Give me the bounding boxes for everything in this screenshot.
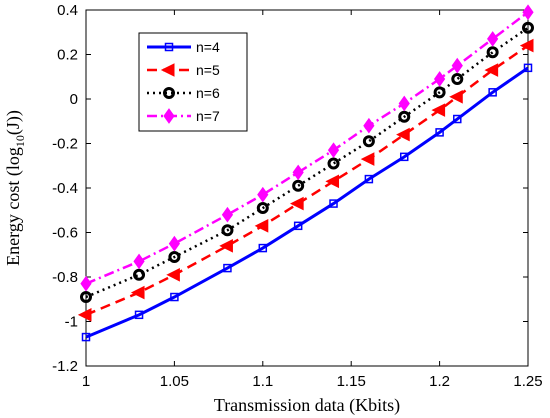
data-point [399,152,409,162]
legend: n=4 n=5 n=6 n=7 [138,32,248,132]
data-point [133,253,145,270]
data-point [451,57,463,74]
x-axis-label: Transmission data (Kbits) [214,395,400,416]
data-point [223,263,232,273]
series-layer [77,4,534,342]
data-point [329,199,338,208]
data-point [166,267,180,282]
y-tick-label: -0.4 [52,180,78,197]
series-n=6 [80,21,534,304]
y-tick-label: -0.2 [52,136,78,153]
data-point [364,174,374,184]
legend-box [138,32,248,132]
data-point [449,89,463,104]
data-point [134,310,144,320]
data-point [523,63,533,73]
data-point [325,174,340,189]
y-tick-label: -1 [65,314,78,331]
data-point [221,206,234,223]
x-tick-label: 1 [82,373,90,390]
data-point [254,219,269,233]
x-tick-label: 1.15 [337,373,366,390]
data-point [398,95,410,112]
data-point [256,202,269,215]
data-point [168,235,181,252]
data-point [435,128,444,137]
data-point [484,63,499,77]
data-point [486,46,499,59]
data-point [258,243,268,253]
y-axis-label-subscript: 10 [13,135,27,147]
y-tick-label: 0.2 [57,47,78,64]
y-axis-label-prefix: Energy cost (log [3,147,24,266]
data-point [519,38,534,53]
data-point [453,114,462,124]
data-point [133,268,146,281]
data-point [433,86,446,99]
legend-label: n=6 [196,85,220,101]
data-point [327,142,340,159]
x-tick-label: 1.2 [429,373,450,390]
data-point [81,332,91,342]
series-n=4 [81,63,533,342]
data-point [130,285,145,300]
legend-marker [163,108,175,124]
data-point [292,179,305,192]
x-tick-label: 1.05 [160,373,189,390]
data-point [363,117,375,134]
data-point [221,224,234,237]
data-point [219,239,233,253]
legend-marker [160,63,175,77]
data-point [327,157,340,170]
legend-label: n=5 [196,62,220,78]
data-point [522,4,534,21]
data-point [293,221,303,231]
data-point [170,292,179,302]
data-point [292,164,304,181]
series-line [85,66,529,339]
y-tick-label: 0 [70,91,78,108]
y-tick-label: -0.6 [52,225,78,242]
data-point [431,103,446,117]
y-axis-label-suffix: (J)) [3,110,24,135]
data-point [522,21,534,34]
y-tick-label: -1.2 [52,358,78,375]
series-n=5 [77,38,534,322]
y-tick-label: 0.4 [57,2,78,19]
series-line [85,26,529,299]
legend-label: n=4 [196,39,220,55]
axis-ticks: 1 1.05 1.1 1.15 1.2 1.25 0.4 0.2 0 -0.2 -0.4 -0.6 -0… [52,2,542,390]
data-point [168,250,181,263]
x-tick-label: 1.1 [252,373,273,390]
data-point [77,308,92,322]
series-n=7 [80,4,534,292]
data-point [433,71,446,87]
data-point [290,196,304,211]
data-point [396,127,410,142]
legend-marker [164,42,174,52]
data-point [80,291,92,304]
y-tick-label: -0.8 [52,269,78,286]
data-point [360,152,375,166]
y-axis-label-group: Energy cost (log10(J)) [3,110,27,266]
data-point [488,88,497,97]
y-axis-label: Energy cost (log10(J)) [3,110,27,266]
data-point [362,135,375,148]
x-tick-label: 1.25 [513,373,542,390]
legend-marker [163,87,175,99]
data-point [398,110,411,123]
data-point [487,31,499,47]
data-point [257,186,269,203]
data-point [80,275,92,292]
legend-label: n=7 [196,108,220,124]
data-point [451,72,464,85]
